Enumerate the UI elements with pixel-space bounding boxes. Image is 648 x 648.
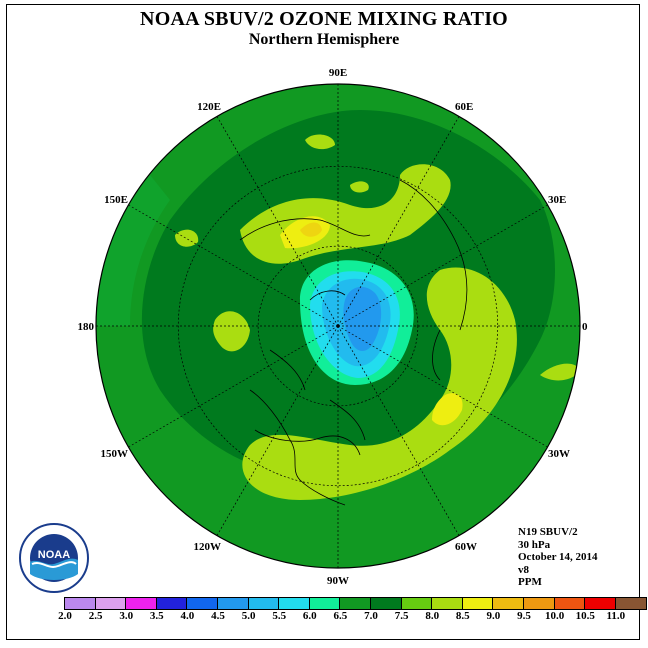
color-scale-label: 11.0	[606, 610, 626, 622]
color-scale-label: 6.5	[333, 610, 348, 622]
color-scale-label: 5.0	[241, 610, 256, 622]
color-scale-label: 8.5	[455, 610, 470, 622]
color-scale-label: 10.0	[544, 610, 565, 622]
color-scale-label: 6.0	[302, 610, 317, 622]
color-scale-label: 9.0	[486, 610, 501, 622]
color-scale-label: 7.5	[394, 610, 409, 622]
color-scale-label: 3.0	[119, 610, 134, 622]
color-scale-swatch	[248, 598, 280, 609]
color-scale-bar	[64, 597, 648, 610]
longitude-label: 60W	[455, 541, 477, 553]
color-scale-swatch	[126, 598, 157, 609]
longitude-label: 0	[582, 321, 588, 333]
longitude-label: 120E	[197, 101, 221, 113]
color-scale-swatch	[585, 598, 616, 609]
color-scale-label: 8.0	[425, 610, 440, 622]
color-scale-swatch	[309, 598, 341, 609]
color-scale-swatch	[615, 598, 647, 609]
color-scale-swatch	[340, 598, 371, 609]
map-boundary	[95, 83, 581, 569]
longitude-label: 150E	[104, 194, 128, 206]
color-scale-label: 9.5	[517, 610, 531, 622]
longitude-label: 60E	[455, 101, 473, 113]
color-scale-swatch	[432, 598, 463, 609]
color-scale-label: 4.0	[180, 610, 195, 622]
noaa-logo: NOAA	[18, 522, 90, 594]
svg-text:NOAA: NOAA	[38, 549, 70, 561]
color-scale-label: 5.5	[272, 610, 287, 622]
color-scale-swatch	[554, 598, 586, 609]
longitude-label: 30W	[548, 448, 570, 460]
color-scale-label: 2.0	[58, 610, 72, 622]
longitude-label: 30E	[548, 194, 566, 206]
color-scale-labels: 2.0 2.5 3.0 3.5 4.0 4.5 5.0 5.5 6.0 6.5 7.0 7.5 8.0 8…	[0, 610, 648, 624]
longitude-label: 180	[78, 321, 95, 333]
color-scale-swatch	[95, 598, 127, 609]
date-label: October 14, 2014	[518, 551, 598, 563]
color-scale-swatch	[156, 598, 188, 609]
instrument-label: N19 SBUV/2	[518, 526, 578, 538]
ozone-field	[96, 84, 580, 568]
longitude-label: 150W	[101, 448, 129, 460]
color-scale-label: 10.5	[575, 610, 595, 622]
color-scale-swatch	[279, 598, 310, 609]
version-label: v8	[518, 563, 529, 576]
color-scale-swatch	[493, 598, 524, 609]
color-scale-swatch	[401, 598, 433, 609]
color-scale-swatch	[370, 598, 402, 609]
units-label: PPM	[518, 576, 542, 588]
color-scale-swatch	[523, 598, 555, 609]
color-scale-swatch	[217, 598, 249, 609]
longitude-label: 90W	[327, 575, 349, 587]
graticule	[96, 84, 580, 568]
longitude-label: 120W	[194, 541, 222, 553]
color-scale-label: 7.0	[364, 610, 378, 622]
color-scale-label: 2.5	[88, 610, 103, 622]
longitude-label: 90E	[329, 67, 347, 79]
color-scale-swatch	[65, 598, 96, 609]
color-scale-swatch	[462, 598, 494, 609]
dataset-info: N19 SBUV/2 30 hPa October 14, 2014 v8 PP…	[518, 526, 598, 589]
figure-frame	[6, 4, 640, 640]
color-scale-label: 3.5	[149, 610, 164, 622]
map-title: NOAA SBUV/2 OZONE MIXING RATIO	[140, 8, 508, 30]
pressure-level-label: 30 hPa	[518, 538, 551, 551]
color-scale-swatch	[187, 598, 218, 609]
longitude-labels: 90E 60E 30E 0 30W 60W 90W 120W 150W 180 150E 120E	[78, 67, 589, 587]
map-subtitle: Northern Hemisphere	[248, 31, 400, 48]
color-scale-label: 4.5	[211, 610, 225, 622]
